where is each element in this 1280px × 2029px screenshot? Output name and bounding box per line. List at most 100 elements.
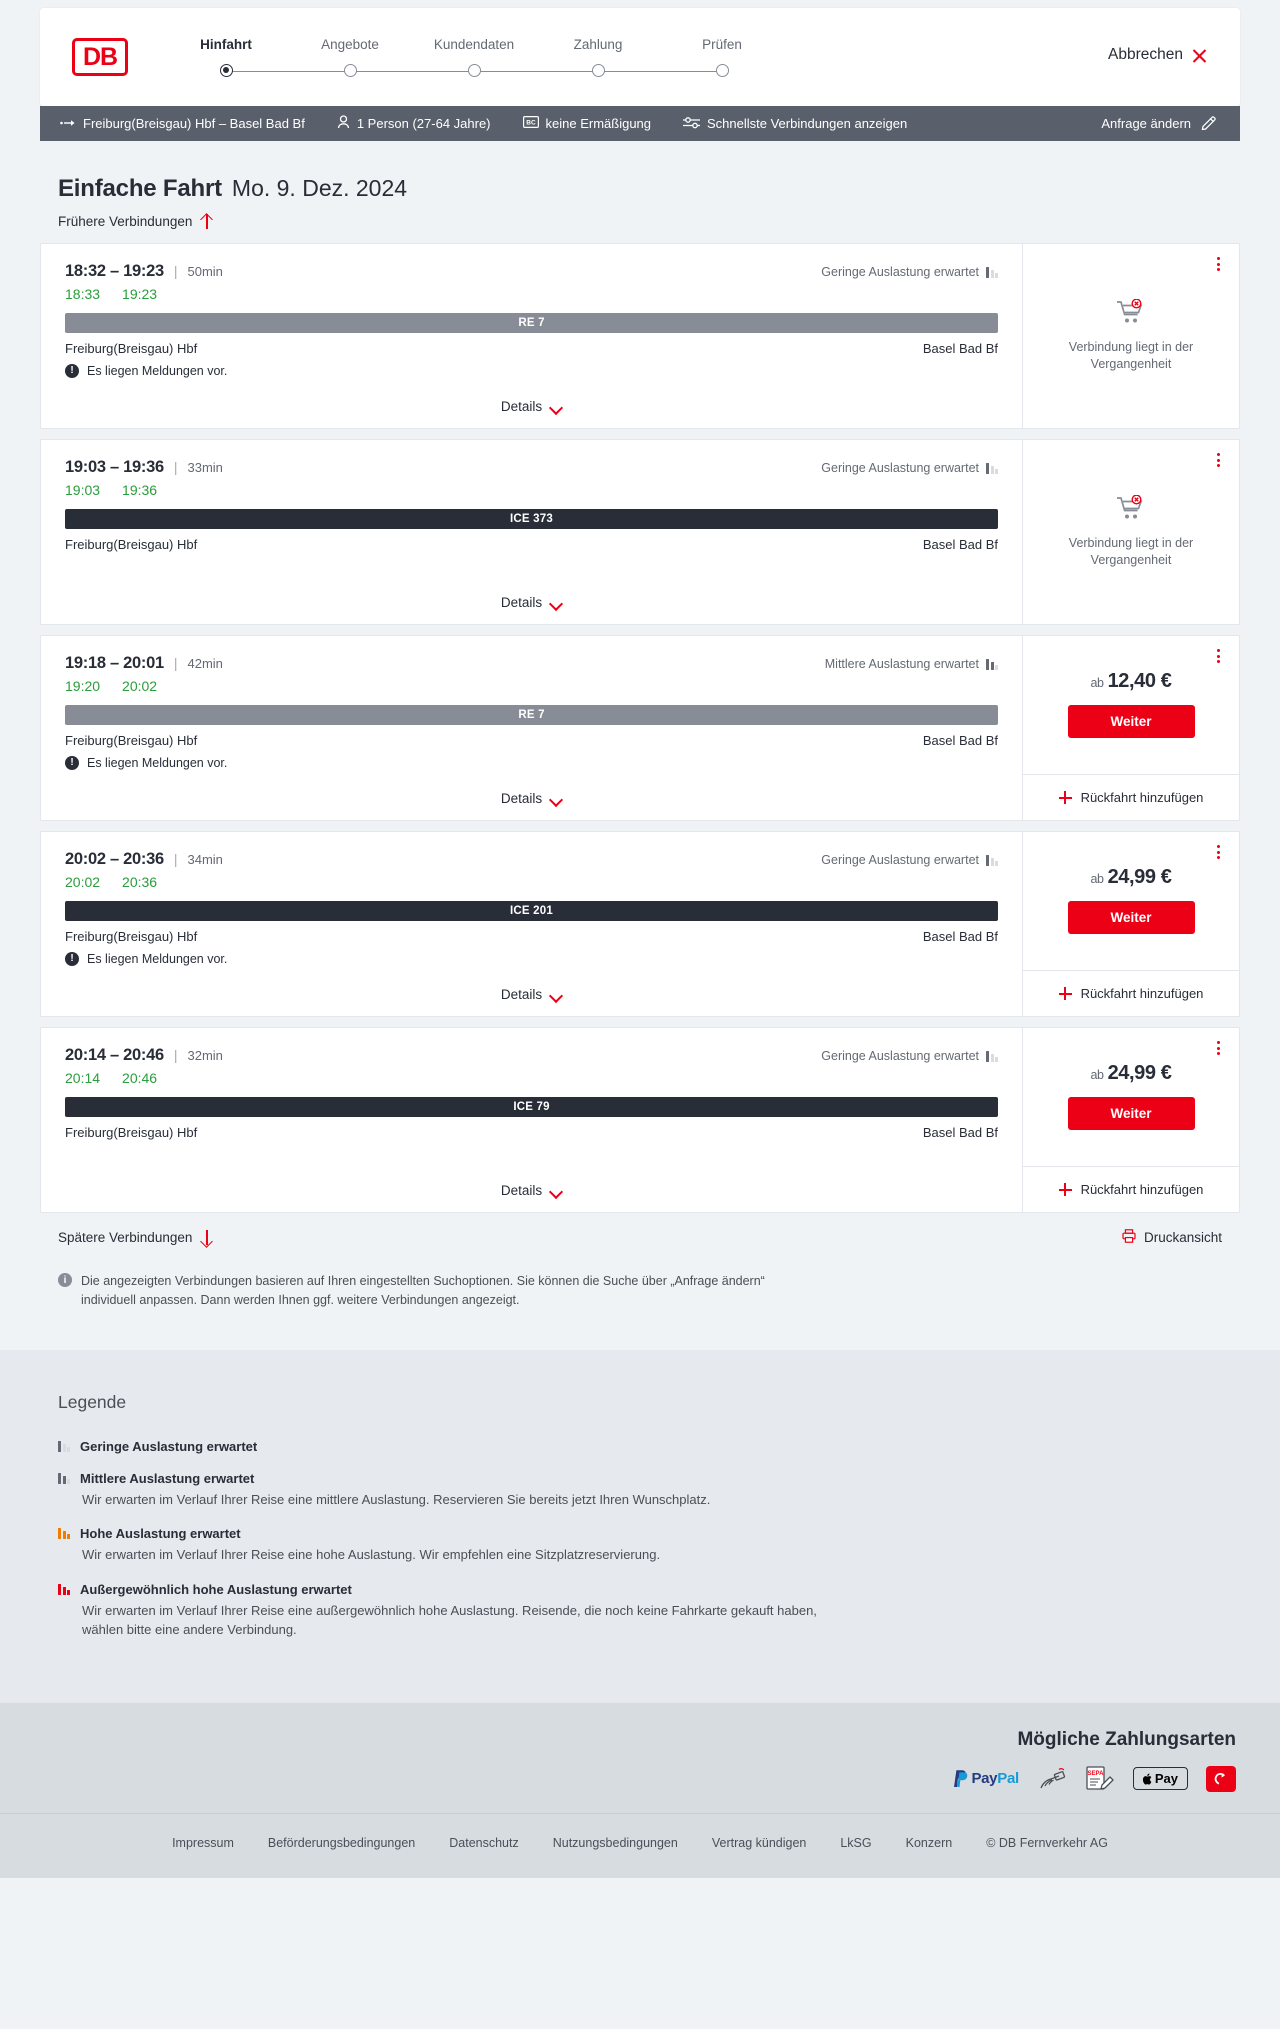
utilization-indicator: Geringe Auslastung erwartet xyxy=(821,461,998,475)
footer: Impressum Beförderungsbedingungen Datensch… xyxy=(0,1812,1280,1878)
add-return-trip-button[interactable]: Rückfahrt hinzufügen xyxy=(1023,970,1239,1016)
footer-link[interactable]: Datenschutz xyxy=(449,1835,519,1850)
actual-times-row: 19:20 20:02 xyxy=(65,678,998,694)
legend-item: Außergewöhnlich hohe Auslastung erwartet… xyxy=(58,1582,1222,1640)
connection-action-panel: Verbindung liegt in der Vergangenheit xyxy=(1022,244,1239,428)
step-dot-row xyxy=(660,64,784,78)
train-line-bar[interactable]: ICE 79 xyxy=(65,1097,998,1117)
footer-link[interactable]: Impressum xyxy=(172,1835,234,1850)
paypal-icon: PayPal xyxy=(951,1767,1019,1791)
add-return-trip-button[interactable]: Rückfahrt hinzufügen xyxy=(1023,774,1239,820)
payment-icons: PayPal SEPA Pay xyxy=(44,1765,1236,1792)
plus-icon xyxy=(1058,791,1072,804)
price-panel: ab 12,40 € Weiter xyxy=(1023,636,1239,774)
card-options-button[interactable] xyxy=(1211,255,1225,273)
train-line-label: RE 7 xyxy=(518,317,545,329)
connection-details: 20:02 – 20:36 | 34min Geringe Auslastung er… xyxy=(41,832,1022,1016)
footer-copyright: © DB Fernverkehr AG xyxy=(986,1835,1108,1850)
pencil-icon xyxy=(1201,115,1216,133)
scheduled-time-range: 19:18 – 20:01 xyxy=(65,654,164,672)
search-options-note-text: Die angezeigten Verbindungen basieren au… xyxy=(81,1274,765,1307)
step-zahlung[interactable]: Zahlung xyxy=(536,37,722,78)
continue-button[interactable]: Weiter xyxy=(1067,705,1195,738)
chevron-down-icon xyxy=(551,403,562,410)
apple-pay-icon: Pay xyxy=(1132,1767,1188,1791)
connection-time-row: 19:18 – 20:01 | 42min Mittlere Auslastung e… xyxy=(65,654,998,673)
close-icon xyxy=(1191,47,1208,64)
time-separator: | xyxy=(173,851,178,867)
details-toggle-button[interactable]: Details xyxy=(65,399,998,428)
page-root: DB Hinfahrt Angebote Kundendaten Zahlung Prü… xyxy=(0,8,1280,1878)
price-panel: ab 24,99 € Weiter xyxy=(1023,1028,1239,1166)
details-toggle-button[interactable]: Details xyxy=(65,987,998,1016)
utilization-indicator: Mittlere Auslastung erwartet xyxy=(825,657,998,671)
train-line-label: RE 7 xyxy=(518,709,545,721)
legend-item-label: Außergewöhnlich hohe Auslastung erwartet xyxy=(80,1582,352,1598)
step-hinfahrt[interactable]: Hinfahrt xyxy=(164,37,350,78)
payment-methods-section: Mögliche Zahlungsarten PayPal SEPA Pay xyxy=(0,1702,1280,1813)
footer-link[interactable]: Beförderungsbedingungen xyxy=(267,1835,416,1850)
later-connections-row: Spätere Verbindungen Druckansicht xyxy=(40,1229,1240,1246)
origin-station: Freiburg(Breisgau) Hbf xyxy=(65,929,198,944)
utilization-label: Geringe Auslastung erwartet xyxy=(821,853,979,867)
later-connections-button[interactable]: Spätere Verbindungen xyxy=(58,1230,213,1245)
continue-button[interactable]: Weiter xyxy=(1067,901,1195,934)
footer-link[interactable]: LkSG xyxy=(840,1835,872,1850)
price-value: ab 24,99 € xyxy=(1090,1062,1171,1085)
step-angebote[interactable]: Angebote xyxy=(288,37,474,78)
connection-messages[interactable]: ! Es liegen Meldungen vor. xyxy=(65,952,998,966)
connection-time-row: 19:03 – 19:36 | 33min Geringe Auslastung er… xyxy=(65,458,998,477)
occupancy-bars-icon xyxy=(986,1050,998,1062)
modify-search-button[interactable]: Anfrage ändern xyxy=(1101,115,1216,133)
add-return-trip-button[interactable]: Rückfahrt hinzufügen xyxy=(1023,1166,1239,1212)
discount-summary[interactable]: BC keine Ermäßigung xyxy=(522,116,652,131)
legend-item-description: Wir erwarten im Verlauf Ihrer Reise eine… xyxy=(82,1491,711,1507)
cancel-button[interactable]: Abbrechen xyxy=(1108,46,1208,64)
details-toggle-button[interactable]: Details xyxy=(65,595,998,624)
card-options-button[interactable] xyxy=(1211,843,1225,861)
train-line-bar[interactable]: ICE 373 xyxy=(65,509,998,529)
details-toggle-button[interactable]: Details xyxy=(65,791,998,820)
discount-label: keine Ermäßigung xyxy=(545,116,652,131)
connection-messages[interactable]: ! Es liegen Meldungen vor. xyxy=(65,364,998,378)
bahncard-icon: BC xyxy=(522,116,539,131)
stations-row: Freiburg(Breisgau) Hbf Basel Bad Bf xyxy=(65,733,998,748)
price-value: ab 24,99 € xyxy=(1090,866,1171,889)
occupancy-bars-icon xyxy=(58,1440,70,1452)
add-return-trip-label: Rückfahrt hinzufügen xyxy=(1080,1182,1204,1197)
passengers-summary[interactable]: 1 Person (27-64 Jahre) xyxy=(337,115,491,132)
step-dot-row xyxy=(412,64,598,78)
modify-search-label: Anfrage ändern xyxy=(1101,116,1191,131)
sorting-label: Schnellste Verbindungen anzeigen xyxy=(707,116,908,131)
continue-button[interactable]: Weiter xyxy=(1067,1097,1195,1130)
actual-times-row: 20:14 20:46 xyxy=(65,1070,998,1086)
details-toggle-button[interactable]: Details xyxy=(65,1183,998,1212)
legend-item-head: Außergewöhnlich hohe Auslastung erwartet xyxy=(58,1582,1222,1597)
step-connector-line xyxy=(226,70,350,72)
train-line-bar[interactable]: ICE 201 xyxy=(65,901,998,921)
card-options-button[interactable] xyxy=(1211,647,1225,665)
step-prüfen[interactable]: Prüfen xyxy=(660,37,784,78)
train-line-bar[interactable]: RE 7 xyxy=(65,705,998,725)
card-options-button[interactable] xyxy=(1211,451,1225,469)
footer-link[interactable]: Konzern xyxy=(905,1835,953,1850)
plus-icon xyxy=(1058,1183,1072,1196)
step-kundendaten[interactable]: Kundendaten xyxy=(412,37,598,78)
occupancy-bars-icon xyxy=(58,1528,70,1540)
card-options-button[interactable] xyxy=(1211,1039,1225,1057)
search-options-note: i Die angezeigten Verbindungen basieren … xyxy=(40,1260,800,1310)
scheduled-time-range: 19:03 – 19:36 xyxy=(65,458,164,476)
connection-messages[interactable]: ! Es liegen Meldungen vor. xyxy=(65,756,998,770)
print-view-button[interactable]: Druckansicht xyxy=(1122,1229,1222,1246)
connection-details: 20:14 – 20:46 | 32min Geringe Auslastung er… xyxy=(41,1028,1022,1212)
legend-section: Legende Geringe Auslastung erwartet Mittl… xyxy=(0,1349,1280,1703)
route-summary[interactable]: Freiburg(Breisgau) Hbf – Basel Bad Bf xyxy=(60,116,305,131)
footer-link[interactable]: Nutzungsbedingungen xyxy=(552,1835,678,1850)
train-line-bar[interactable]: RE 7 xyxy=(65,313,998,333)
stations-row: Freiburg(Breisgau) Hbf Basel Bad Bf xyxy=(65,537,998,552)
sorting-summary[interactable]: Schnellste Verbindungen anzeigen xyxy=(683,116,907,132)
earlier-connections-button[interactable]: Frühere Verbindungen xyxy=(40,214,1240,229)
footer-link[interactable]: Vertrag kündigen xyxy=(711,1835,807,1850)
destination-station: Basel Bad Bf xyxy=(922,537,998,552)
utilization-label: Geringe Auslastung erwartet xyxy=(821,461,979,475)
